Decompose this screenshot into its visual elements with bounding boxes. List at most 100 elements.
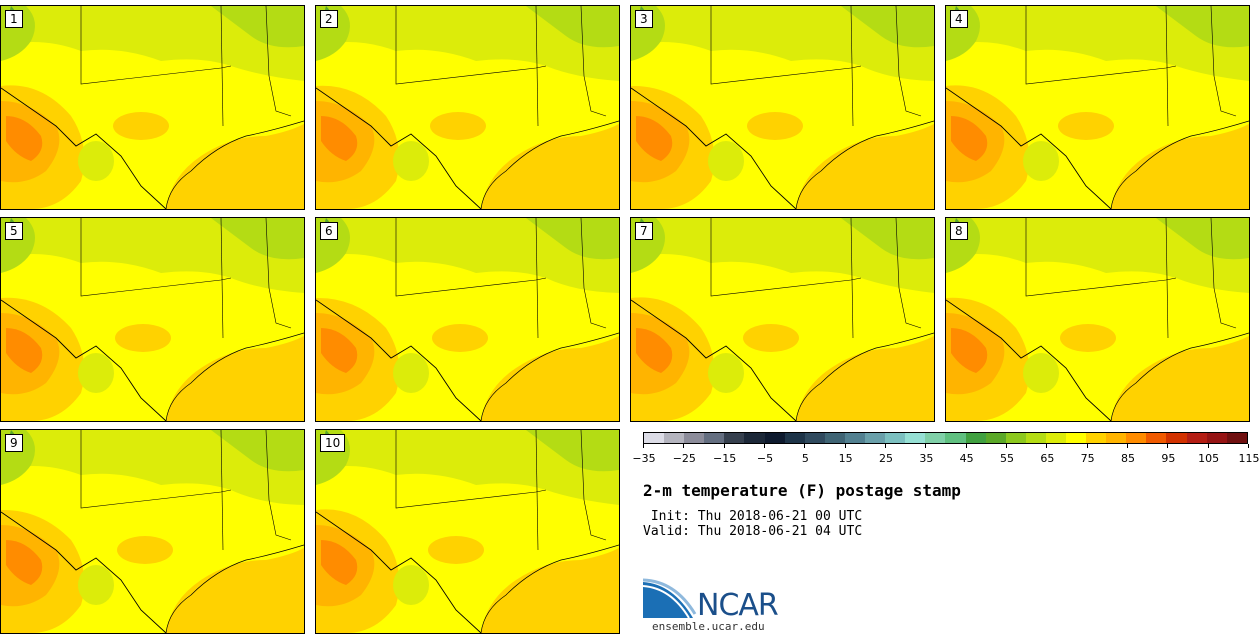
colorbar-swatch xyxy=(1166,433,1187,443)
cool-region xyxy=(1,430,304,505)
coastline xyxy=(480,332,619,421)
ncar-logo-text: NCAR xyxy=(697,588,779,623)
colorbar-swatch xyxy=(684,433,705,443)
coastline xyxy=(165,544,304,633)
colorbar-tick xyxy=(1207,444,1209,448)
warm-patch xyxy=(747,112,803,140)
colorbar-tick-label: −35 xyxy=(632,452,656,465)
colorbar-tick-label: 45 xyxy=(959,452,974,465)
colorbar-swatch xyxy=(744,433,765,443)
cool-patch xyxy=(78,353,114,393)
cooler-region xyxy=(526,430,619,472)
cool-patch xyxy=(393,141,429,181)
member-panel-2: 2 xyxy=(315,5,620,210)
border-line xyxy=(631,87,797,209)
hotter-region xyxy=(321,116,358,161)
hotter-region xyxy=(321,540,358,585)
state-border xyxy=(1210,218,1237,329)
coastline xyxy=(1110,332,1249,421)
cool-region xyxy=(316,430,619,505)
coastline xyxy=(795,120,934,209)
colorbar-swatch xyxy=(784,433,805,443)
border-line xyxy=(1,87,167,209)
cooler-region xyxy=(526,218,619,260)
state-border xyxy=(265,430,292,541)
warm-patch xyxy=(1058,112,1114,140)
member-label: 3 xyxy=(635,10,653,28)
hotter-region xyxy=(6,328,43,373)
map-field xyxy=(316,218,619,421)
warm-patch xyxy=(113,112,169,140)
border-line xyxy=(946,87,1112,209)
colorbar: −35 −25 −15 −5 5 15 25 35 45 55 65 75 85 95 105 115 xyxy=(632,432,1260,472)
init-time: Init: Thu 2018-06-21 00 UTC xyxy=(643,509,863,524)
state-border xyxy=(1165,218,1169,339)
state-border xyxy=(80,218,232,297)
colorbar-swatch xyxy=(644,433,665,443)
gulf-region xyxy=(796,336,934,421)
gulf-region xyxy=(166,336,304,421)
map-field xyxy=(946,6,1249,209)
hotter-region xyxy=(6,540,43,585)
warm-patch xyxy=(743,324,799,352)
member-label: 9 xyxy=(5,434,23,452)
colorbar-swatch xyxy=(664,433,685,443)
colorbar-tick xyxy=(643,444,644,448)
member-panel-3: 3 xyxy=(630,5,935,210)
member-label: 4 xyxy=(950,10,968,28)
member-panel-7: 7 xyxy=(630,217,935,422)
border-line xyxy=(316,299,482,421)
colorbar-tick-label: 5 xyxy=(801,452,809,465)
colorbar-tick-label: 25 xyxy=(879,452,893,465)
state-border xyxy=(580,430,607,541)
map-field xyxy=(316,6,619,209)
state-border xyxy=(80,6,232,85)
colorbar-tick xyxy=(1127,444,1128,448)
colorbar-tick xyxy=(1046,444,1048,448)
cool-region xyxy=(631,218,934,293)
cooler-region xyxy=(841,6,934,48)
colorbar-swatch xyxy=(1025,433,1046,443)
coastline xyxy=(480,120,619,209)
warm-patch xyxy=(428,536,484,564)
state-border xyxy=(1165,6,1169,127)
map-field xyxy=(1,218,304,421)
cool-patch xyxy=(78,565,114,605)
cool-patch xyxy=(393,353,429,393)
state-border xyxy=(535,218,539,339)
state-border xyxy=(850,6,854,127)
state-border xyxy=(580,6,607,117)
gulf-region xyxy=(481,336,619,421)
state-border xyxy=(80,430,232,509)
colorbar-tick-label: 55 xyxy=(1000,452,1014,465)
colorbar-tick-label: 15 xyxy=(838,452,853,465)
colorbar-tick xyxy=(925,444,927,448)
map-field xyxy=(316,430,619,633)
border-line xyxy=(631,299,797,421)
gulf-region xyxy=(481,548,619,633)
border-line xyxy=(946,299,1112,421)
colorbar-tick-label: 75 xyxy=(1080,452,1095,465)
colorbar-swatch xyxy=(925,433,946,443)
cooler-region xyxy=(211,6,304,48)
colorbar-swatch xyxy=(844,433,866,443)
colorbar-swatch xyxy=(865,433,886,443)
colorbar-tick-label: 85 xyxy=(1121,452,1135,465)
hotter-region xyxy=(321,328,358,373)
cooler-region xyxy=(1156,6,1249,48)
cool-patch xyxy=(78,141,114,181)
colorbar-tick-label: 105 xyxy=(1198,452,1220,465)
colorbar-swatch xyxy=(985,433,1006,443)
colorbar-swatch xyxy=(885,433,906,443)
gulf-region xyxy=(481,124,619,209)
colorbar-tick xyxy=(1248,444,1249,448)
coastline xyxy=(165,332,304,421)
member-panel-10: 10 xyxy=(315,429,620,634)
cool-patch xyxy=(393,565,429,605)
member-label: 6 xyxy=(320,222,338,240)
colorbar-tick xyxy=(844,444,846,448)
warm-patch xyxy=(432,324,488,352)
cool-region xyxy=(1,218,304,293)
hotter-region xyxy=(951,328,988,373)
hotter-region xyxy=(951,116,988,161)
